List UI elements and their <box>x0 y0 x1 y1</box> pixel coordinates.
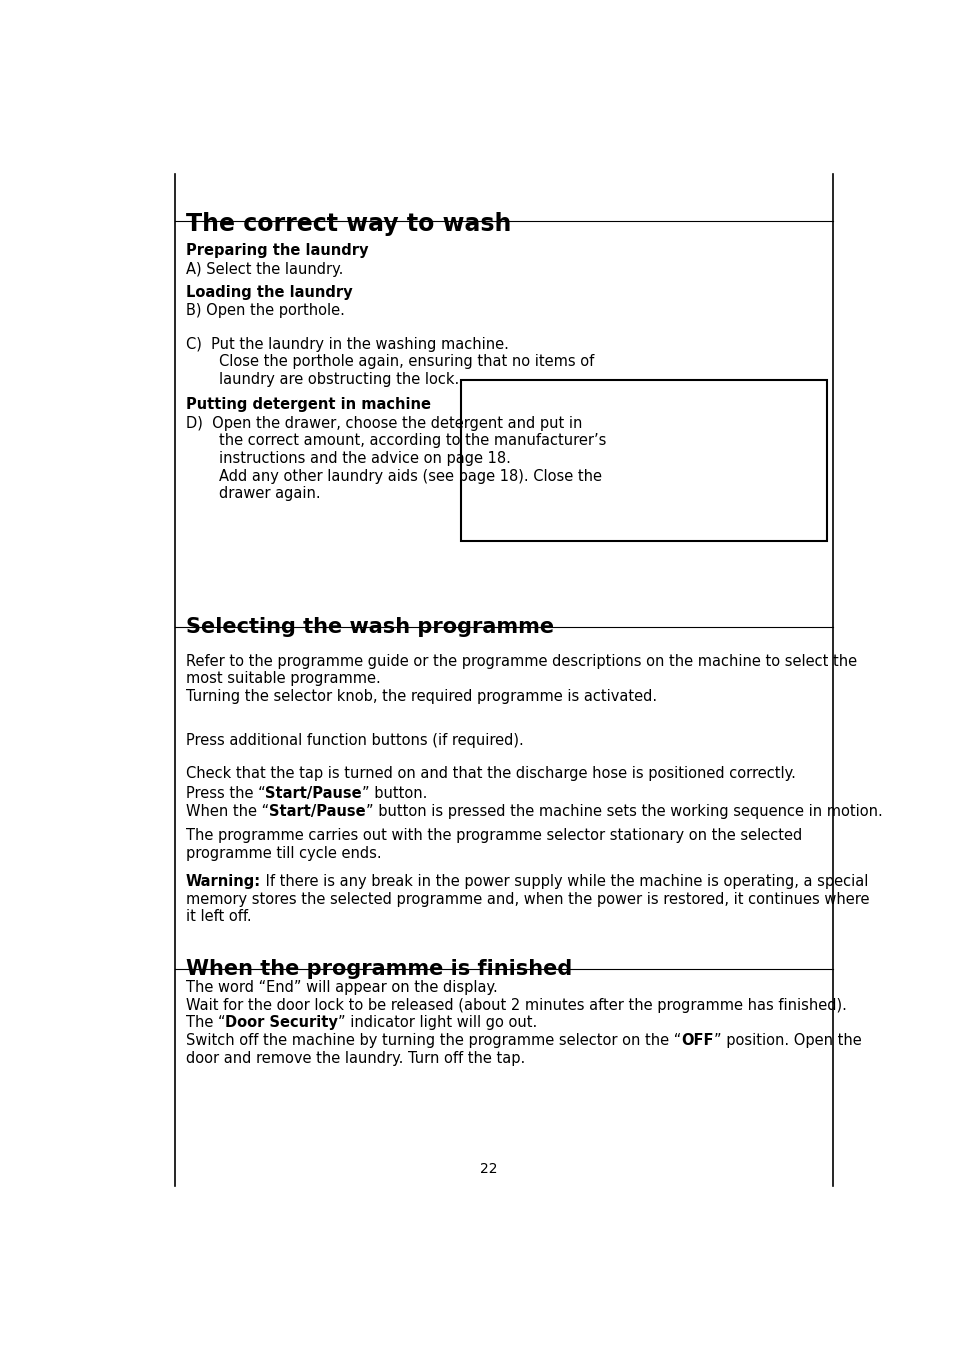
Text: Start/Pause: Start/Pause <box>265 786 361 801</box>
Text: If there is any break in the power supply while the machine is operating, a spec: If there is any break in the power suppl… <box>260 873 867 890</box>
Text: instructions and the advice on page 18.: instructions and the advice on page 18. <box>219 451 511 466</box>
Text: programme till cycle ends.: programme till cycle ends. <box>186 846 381 861</box>
Text: Start/Pause: Start/Pause <box>269 805 365 819</box>
Text: Door Security: Door Security <box>225 1015 337 1030</box>
Text: Press additional function buttons (if required).: Press additional function buttons (if re… <box>186 733 523 748</box>
Text: the correct amount, according to the manufacturer’s: the correct amount, according to the man… <box>219 433 606 448</box>
Text: Wait for the door lock to be released (about 2 minutes after the programme has f: Wait for the door lock to be released (a… <box>186 998 845 1012</box>
Text: The “: The “ <box>186 1015 225 1030</box>
Text: B) Open the porthole.: B) Open the porthole. <box>186 304 344 319</box>
Bar <box>460 381 826 541</box>
Text: Refer to the programme guide or the programme descriptions on the machine to sel: Refer to the programme guide or the prog… <box>186 653 856 668</box>
Text: Turning the selector knob, the required programme is activated.: Turning the selector knob, the required … <box>186 688 657 705</box>
Text: laundry are obstructing the lock.: laundry are obstructing the lock. <box>219 373 458 387</box>
Text: memory stores the selected programme and, when the power is restored, it continu: memory stores the selected programme and… <box>186 892 868 907</box>
Text: Loading the laundry: Loading the laundry <box>186 285 352 300</box>
Text: Warning:: Warning: <box>186 873 260 890</box>
Text: drawer again.: drawer again. <box>219 486 320 501</box>
Text: Selecting the wash programme: Selecting the wash programme <box>186 617 554 637</box>
Text: ” button is pressed the machine sets the working sequence in motion.: ” button is pressed the machine sets the… <box>365 805 882 819</box>
Text: ” indicator light will go out.: ” indicator light will go out. <box>337 1015 537 1030</box>
Text: Check that the tap is turned on and that the discharge hose is positioned correc: Check that the tap is turned on and that… <box>186 765 795 780</box>
Text: door and remove the laundry. Turn off the tap.: door and remove the laundry. Turn off th… <box>186 1050 524 1065</box>
Text: The correct way to wash: The correct way to wash <box>186 212 511 236</box>
Text: The word “End” will appear on the display.: The word “End” will appear on the displa… <box>186 980 497 995</box>
Text: The programme carries out with the programme selector stationary on the selected: The programme carries out with the progr… <box>186 829 801 844</box>
Text: A) Select the laundry.: A) Select the laundry. <box>186 262 343 277</box>
Text: most suitable programme.: most suitable programme. <box>186 671 380 686</box>
Text: ” button.: ” button. <box>361 786 427 801</box>
Text: Putting detergent in machine: Putting detergent in machine <box>186 397 431 412</box>
Text: C)  Put the laundry in the washing machine.: C) Put the laundry in the washing machin… <box>186 336 508 351</box>
Text: When the “: When the “ <box>186 805 269 819</box>
Text: OFF: OFF <box>680 1033 713 1048</box>
Text: Switch off the machine by turning the programme selector on the “: Switch off the machine by turning the pr… <box>186 1033 680 1048</box>
Text: Close the porthole again, ensuring that no items of: Close the porthole again, ensuring that … <box>219 354 594 370</box>
Text: D)  Open the drawer, choose the detergent and put in: D) Open the drawer, choose the detergent… <box>186 416 581 431</box>
Text: 22: 22 <box>479 1161 497 1176</box>
Text: it left off.: it left off. <box>186 910 252 925</box>
Text: When the programme is finished: When the programme is finished <box>186 960 572 979</box>
Text: ” position. Open the: ” position. Open the <box>713 1033 861 1048</box>
Text: Preparing the laundry: Preparing the laundry <box>186 243 368 258</box>
Text: Add any other laundry aids (see page 18). Close the: Add any other laundry aids (see page 18)… <box>219 468 601 483</box>
Text: Press the “: Press the “ <box>186 786 265 801</box>
